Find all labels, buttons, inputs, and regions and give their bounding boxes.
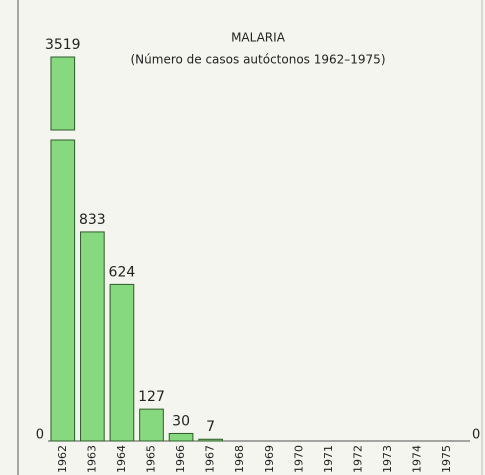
bar — [168, 432, 194, 442]
x-tick-label: 1970 — [292, 445, 305, 473]
bar — [50, 139, 76, 442]
value-label: 7 — [206, 419, 215, 435]
y-tick-label: 0 — [472, 428, 480, 443]
x-tick-label: 1971 — [322, 445, 335, 473]
x-tick-label: 1965 — [145, 445, 158, 473]
x-tick-label: 1966 — [174, 445, 187, 473]
value-label: 30 — [172, 413, 190, 429]
x-tick-label: 1962 — [56, 445, 69, 473]
x-tick-label: 1967 — [204, 445, 217, 473]
x-tick-label: 1964 — [115, 445, 128, 473]
x-tick-label: 1963 — [85, 445, 98, 473]
y-tick-label: 0 — [36, 428, 44, 443]
bar — [50, 56, 76, 131]
value-label: 127 — [138, 389, 165, 405]
bar — [198, 438, 223, 442]
chart-title: MALARIA — [231, 31, 286, 45]
x-tick-label: 1972 — [352, 445, 365, 473]
bar — [80, 231, 105, 442]
x-tick-label: 1973 — [381, 445, 394, 473]
value-label: 833 — [79, 212, 106, 228]
chart-subtitle: (Número de casos autóctonos 1962–1975) — [130, 53, 385, 67]
bar — [109, 283, 135, 442]
x-tick-label: 1974 — [411, 445, 424, 473]
bar — [139, 408, 164, 442]
value-label: 624 — [109, 264, 136, 280]
value-label: 3519 — [45, 37, 81, 53]
x-tick-label: 1969 — [263, 445, 276, 473]
x-tick-label: 1968 — [233, 445, 246, 473]
x-tick-label: 1975 — [440, 445, 453, 473]
